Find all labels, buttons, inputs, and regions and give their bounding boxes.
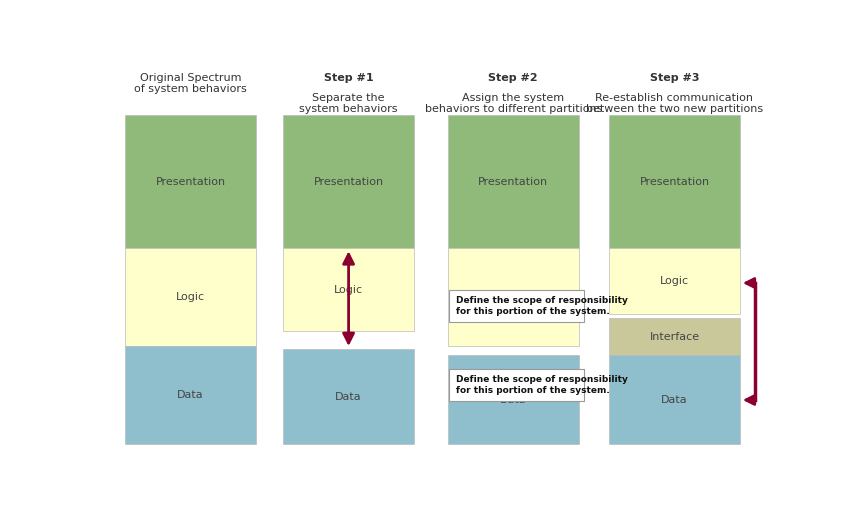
- Text: Assign the system
behaviors to different partitions: Assign the system behaviors to different…: [425, 93, 602, 114]
- Bar: [609, 248, 740, 314]
- Bar: [447, 115, 579, 248]
- Text: Data: Data: [500, 395, 526, 405]
- Text: Data: Data: [178, 390, 204, 400]
- Text: Presentation: Presentation: [155, 176, 225, 187]
- FancyBboxPatch shape: [449, 369, 584, 401]
- Bar: [609, 115, 740, 248]
- Text: Logic: Logic: [499, 292, 528, 302]
- Text: Presentation: Presentation: [639, 176, 709, 187]
- Text: Presentation: Presentation: [314, 176, 384, 187]
- Text: Original Spectrum
of system behaviors: Original Spectrum of system behaviors: [134, 73, 247, 94]
- Text: Logic: Logic: [334, 284, 363, 294]
- FancyBboxPatch shape: [449, 290, 584, 322]
- Bar: [284, 248, 414, 331]
- Bar: [125, 346, 257, 445]
- Bar: [284, 349, 414, 445]
- Text: Logic: Logic: [176, 292, 205, 302]
- Bar: [609, 317, 740, 355]
- Bar: [447, 355, 579, 445]
- Text: Step #2: Step #2: [488, 73, 538, 82]
- Text: Re-establish communication
between the two new partitions: Re-establish communication between the t…: [586, 93, 763, 114]
- Bar: [125, 248, 257, 346]
- Text: Step #1: Step #1: [323, 73, 374, 82]
- Bar: [609, 355, 740, 445]
- Bar: [447, 248, 579, 346]
- Text: Data: Data: [336, 392, 362, 402]
- Text: Interface: Interface: [649, 331, 700, 341]
- Text: Separate the
system behaviors: Separate the system behaviors: [299, 93, 398, 114]
- Text: Data: Data: [662, 395, 688, 405]
- Bar: [125, 115, 257, 248]
- Text: Define the scope of responsibility
for this portion of the system.: Define the scope of responsibility for t…: [456, 296, 629, 316]
- Text: Presentation: Presentation: [478, 176, 548, 187]
- Bar: [284, 115, 414, 248]
- Text: Logic: Logic: [660, 276, 689, 287]
- Text: Define the scope of responsibility
for this portion of the system.: Define the scope of responsibility for t…: [456, 375, 629, 395]
- Text: Step #3: Step #3: [649, 73, 699, 82]
